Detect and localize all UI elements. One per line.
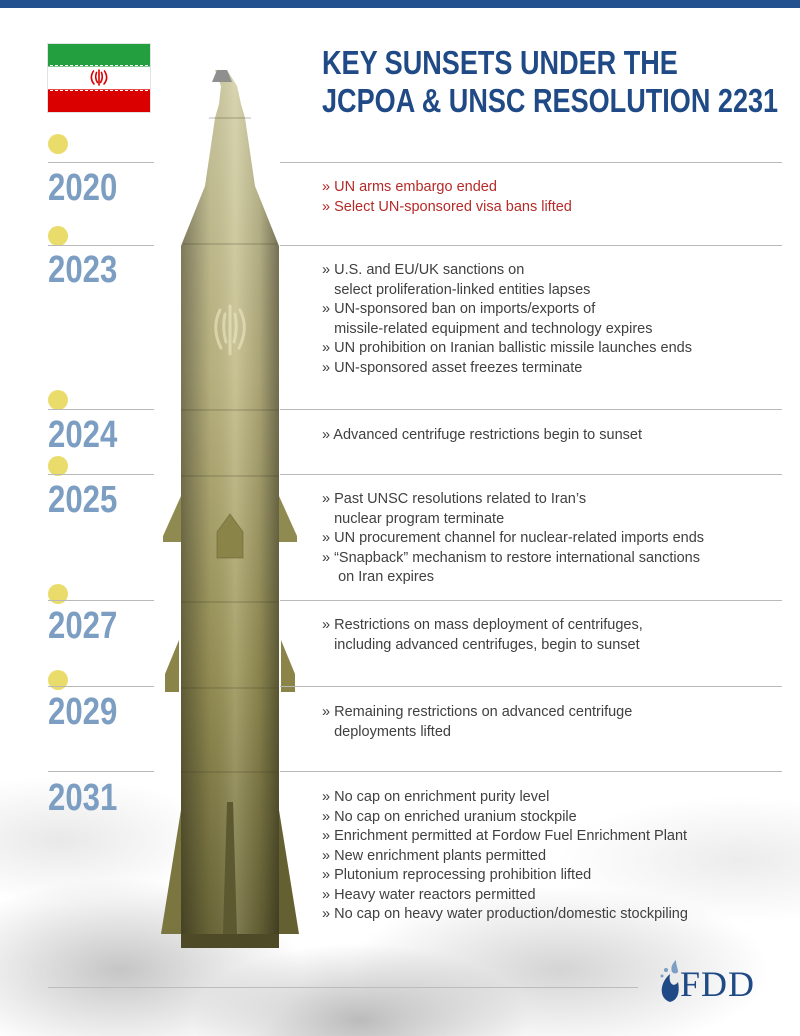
event-item: » No cap on enriched uranium stockpile <box>322 808 577 825</box>
iran-flag-icon <box>48 44 150 112</box>
divider <box>280 245 782 246</box>
event-item: » UN arms embargo ended <box>322 179 497 195</box>
event-list: » No cap on enrichment purity level » No… <box>322 788 688 925</box>
divider <box>48 600 154 601</box>
title-line-2: JCPOA & UNSC RESOLUTION 2231 <box>322 82 779 119</box>
event-item: deployments lifted <box>322 723 451 740</box>
footer-divider <box>48 987 638 988</box>
divider <box>48 409 154 410</box>
divider <box>280 686 782 687</box>
divider <box>280 771 782 772</box>
timeline-dot <box>48 390 68 410</box>
divider <box>280 600 782 601</box>
event-item: » UN prohibition on Iranian ballistic mi… <box>322 340 692 356</box>
event-item: including advanced centrifuges, begin to… <box>322 636 640 653</box>
event-item: nuclear program terminate <box>322 510 505 527</box>
title-line-1: KEY SUNSETS UNDER THE <box>322 44 678 81</box>
event-list: » Past UNSC resolutions related to Iran’… <box>322 490 704 588</box>
event-item: » New enrichment plants permitted <box>322 847 547 864</box>
event-item: » U.S. and EU/UK sanctions on <box>322 262 525 278</box>
top-accent-bar <box>0 0 800 8</box>
event-item: » No cap on heavy water production/domes… <box>322 906 688 922</box>
timeline-dot <box>48 226 68 246</box>
year-label: 2031 <box>48 777 118 819</box>
event-list: » Remaining restrictions on advanced cen… <box>322 703 632 742</box>
event-list: » Advanced centrifuge restrictions begin… <box>322 426 642 446</box>
event-item: » Advanced centrifuge restrictions begin… <box>322 427 642 443</box>
event-item: » UN procurement channel for nuclear-rel… <box>322 530 705 546</box>
event-item: on Iran expires <box>322 569 435 585</box>
event-item: » Heavy water reactors permitted <box>322 886 536 903</box>
divider <box>48 162 154 163</box>
fdd-flame-icon <box>660 960 679 1002</box>
divider <box>280 162 782 163</box>
timeline-dot <box>48 670 68 690</box>
page-title: KEY SUNSETS UNDER THE JCPOA & UNSC RESOL… <box>322 44 778 120</box>
event-item: » Select UN-sponsored visa bans lifted <box>322 198 572 215</box>
event-item: » Enrichment permitted at Fordow Fuel En… <box>322 828 688 844</box>
timeline-dot <box>48 456 68 476</box>
divider <box>280 409 782 410</box>
year-label: 2027 <box>48 605 118 647</box>
divider <box>48 245 154 246</box>
event-list: » Restrictions on mass deployment of cen… <box>322 616 643 655</box>
event-item: » “Snapback” mechanism to restore intern… <box>322 549 700 566</box>
event-item: » Past UNSC resolutions related to Iran’… <box>322 491 587 507</box>
event-item: select proliferation-linked entities lap… <box>322 281 591 298</box>
event-list: » UN arms embargo ended » Select UN-spon… <box>322 178 572 217</box>
event-item: » UN-sponsored asset freezes terminate <box>322 359 583 376</box>
event-item: » No cap on enrichment purity level <box>322 789 550 805</box>
event-item: » Plutonium reprocessing prohibition lif… <box>322 867 592 883</box>
divider <box>48 686 154 687</box>
year-label: 2029 <box>48 691 118 733</box>
timeline-dot <box>48 134 68 154</box>
event-item: » Restrictions on mass deployment of cen… <box>322 617 643 633</box>
fdd-logo[interactable]: FDD <box>680 964 756 1004</box>
year-label: 2023 <box>48 249 118 291</box>
divider <box>48 771 154 772</box>
year-label: 2020 <box>48 167 118 209</box>
missile-illustration <box>161 70 299 948</box>
year-label: 2024 <box>48 414 118 456</box>
year-label: 2025 <box>48 479 118 521</box>
event-item: » Remaining restrictions on advanced cen… <box>322 704 633 720</box>
divider <box>48 474 154 475</box>
timeline-dot <box>48 584 68 604</box>
divider <box>280 474 782 475</box>
event-item: » UN-sponsored ban on imports/exports of <box>322 301 596 317</box>
event-item: missile-related equipment and technology… <box>322 320 653 337</box>
event-list: » U.S. and EU/UK sanctions on select pro… <box>322 261 692 378</box>
